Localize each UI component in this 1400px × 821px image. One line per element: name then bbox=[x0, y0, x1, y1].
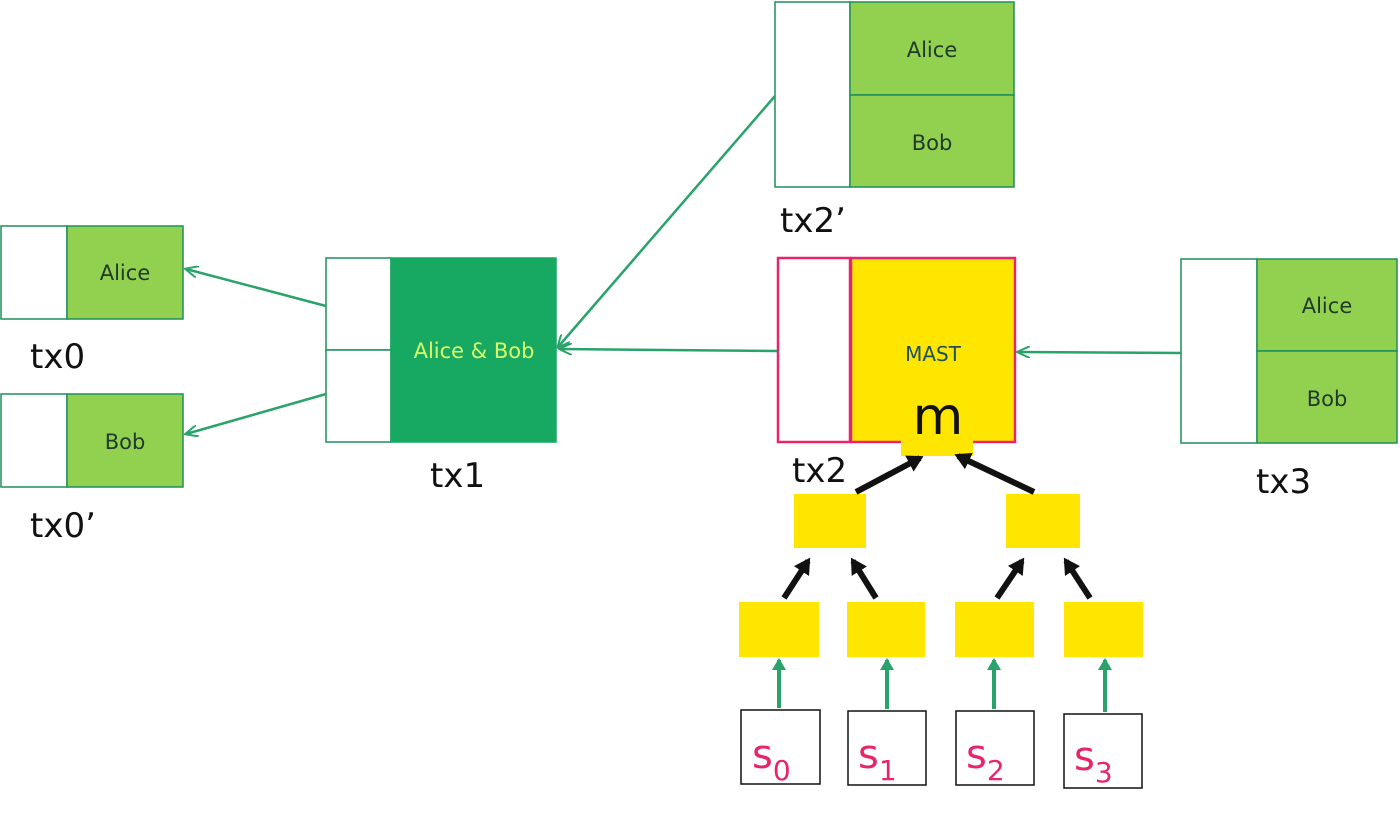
arrow-leaf0-to-left bbox=[781, 557, 811, 600]
script-label-3: s3 bbox=[1074, 734, 1113, 789]
tx2p-output-cell-0 bbox=[849, 1, 1015, 96]
merkle-root-label: m bbox=[913, 387, 964, 447]
script-label-1: s1 bbox=[858, 732, 897, 787]
tx0-input-cell bbox=[0, 225, 68, 320]
tx1-output-cell bbox=[390, 257, 557, 443]
tx2-output-label: MAST bbox=[905, 342, 962, 366]
arrow-right-to-root bbox=[954, 453, 1036, 495]
merkle-root-node bbox=[901, 438, 973, 456]
tx0p-box: Bob bbox=[0, 393, 184, 488]
arrow-tx1-to-tx0p bbox=[186, 392, 327, 434]
script-box-2: s2 bbox=[955, 710, 1035, 787]
script-box-3: s3 bbox=[1063, 713, 1143, 789]
merkle-node-right bbox=[1006, 494, 1080, 548]
script-label-0: s0 bbox=[752, 732, 791, 787]
tx2p-label: tx2’ bbox=[780, 201, 846, 241]
arrow-tx2p-to-tx1 bbox=[558, 95, 776, 347]
tx1-input-cell-1 bbox=[325, 349, 392, 443]
merkle-leaf-2 bbox=[955, 602, 1034, 657]
tx2p-output-label-0: Alice bbox=[907, 38, 958, 62]
tx1-box: Alice & Bob bbox=[325, 257, 557, 443]
tx3-box: Alice Bob bbox=[1180, 258, 1398, 444]
merkle-leaf-3 bbox=[1064, 602, 1143, 657]
tx0p-output-cell bbox=[66, 393, 184, 488]
arrow-tx3-to-tx2 bbox=[1018, 352, 1182, 353]
tx1-input-cell-0 bbox=[325, 257, 392, 351]
tx0-box: Alice bbox=[0, 225, 184, 320]
tx2-box: MAST m bbox=[776, 256, 1017, 456]
tx0-output-label: Alice bbox=[100, 261, 151, 285]
tx0-label: tx0 bbox=[30, 337, 85, 377]
merkle-leaf-1 bbox=[847, 602, 925, 657]
tx0p-output-label: Bob bbox=[105, 430, 146, 454]
arrow-leaf1-to-left bbox=[850, 557, 879, 600]
merkle-leaf-0 bbox=[739, 602, 819, 657]
tx0-output-cell bbox=[66, 225, 184, 320]
tx3-output-cell-0 bbox=[1256, 258, 1398, 352]
tx2-output-cell bbox=[849, 256, 1017, 444]
tx2-label: tx2 bbox=[792, 451, 847, 491]
tx2p-output-label-1: Bob bbox=[912, 131, 953, 155]
tx1-output-label: Alice & Bob bbox=[414, 339, 535, 363]
tx0p-label: tx0’ bbox=[30, 506, 96, 546]
arrow-tx1-to-tx0 bbox=[186, 269, 327, 308]
tx3-input-cell bbox=[1180, 258, 1258, 444]
tx2-input-cell bbox=[776, 256, 852, 444]
tx3-output-cell-1 bbox=[1256, 350, 1398, 444]
tx3-label: tx3 bbox=[1256, 462, 1311, 502]
tx2p-box: Alice Bob bbox=[774, 1, 1015, 188]
script-box-0: s0 bbox=[740, 709, 821, 787]
arrow-leaf2-to-right bbox=[994, 557, 1025, 600]
arrow-leaf3-to-right bbox=[1063, 557, 1093, 600]
tx3-output-label-1: Bob bbox=[1307, 387, 1348, 411]
tx1-label: tx1 bbox=[430, 456, 485, 496]
script-label-2: s2 bbox=[966, 732, 1005, 787]
tx2p-output-cell-1 bbox=[849, 94, 1015, 188]
script-box-1: s1 bbox=[847, 710, 927, 787]
tx2p-input-cell bbox=[774, 1, 851, 188]
tx0p-input-cell bbox=[0, 393, 68, 488]
tx3-output-label-0: Alice bbox=[1302, 294, 1353, 318]
arrow-tx2-to-tx1 bbox=[560, 349, 778, 351]
arrow-left-to-root bbox=[854, 455, 924, 495]
merkle-node-left bbox=[794, 494, 866, 548]
